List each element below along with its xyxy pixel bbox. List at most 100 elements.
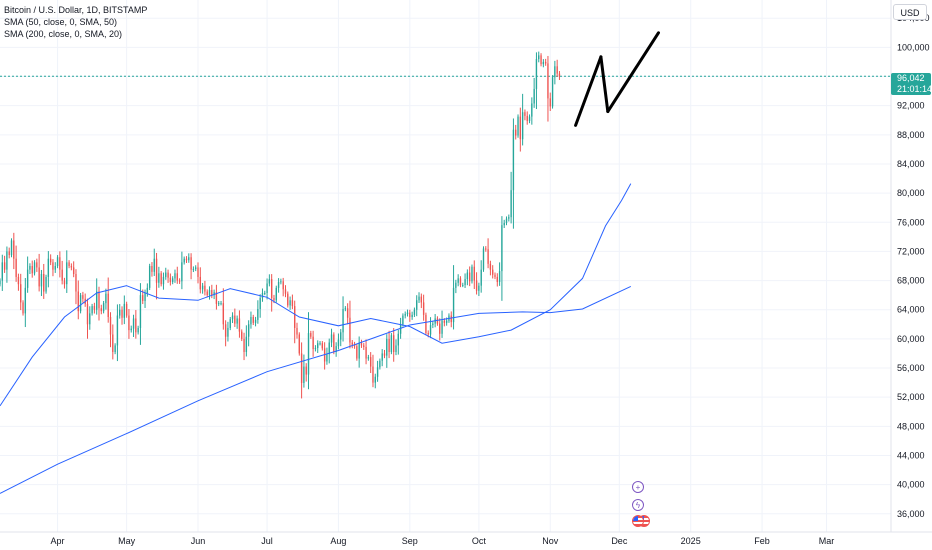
candle-body	[317, 343, 319, 348]
candle-body	[148, 266, 151, 288]
candle-body	[220, 303, 222, 305]
lightning-event-icon[interactable]: ϟ	[632, 499, 644, 511]
candle-body	[107, 293, 109, 318]
candle-body	[482, 248, 485, 270]
candle-body	[549, 98, 551, 107]
candle-body	[116, 315, 119, 346]
y-tick-label: 80,000	[897, 188, 925, 198]
us-flag-event-icon[interactable]	[632, 515, 644, 527]
candle-body	[153, 258, 155, 272]
candle-body	[521, 112, 524, 140]
candle-body	[395, 345, 397, 352]
candle-body	[335, 346, 337, 352]
candle-body	[312, 336, 314, 350]
candle-body	[480, 269, 482, 286]
symbol-title[interactable]: Bitcoin / U.S. Dollar, 1D, BITSTAMP	[4, 5, 148, 15]
sma200-legend[interactable]: SMA (200, close, 0, SMA, 20)	[4, 29, 123, 39]
candle-body	[102, 303, 105, 312]
candle-body	[128, 315, 130, 331]
candle-body	[319, 343, 321, 345]
candle-body	[505, 218, 508, 224]
candle-body	[68, 262, 70, 266]
candle-body	[264, 292, 266, 294]
candle-body	[96, 291, 98, 310]
x-tick-label: Jun	[191, 536, 206, 546]
candle-body	[36, 262, 38, 268]
candle-body	[75, 274, 77, 292]
x-tick-label: Dec	[611, 536, 628, 546]
candle-body	[155, 258, 158, 283]
candle-body	[268, 279, 271, 284]
trendline[interactable]	[599, 55, 610, 114]
y-tick-label: 64,000	[897, 305, 925, 315]
candle-body	[158, 273, 160, 283]
candle-body	[130, 328, 132, 331]
sma-50-line	[0, 183, 632, 407]
time-scale[interactable]: Apr May Jun Jul Aug Sep Oct Nov Dec 2025 Feb Mar	[51, 536, 835, 546]
x-tick-label: Jul	[261, 536, 273, 546]
candle-body	[13, 240, 15, 259]
y-tick-label: 52,000	[897, 392, 925, 402]
candle-body	[3, 262, 6, 270]
candle-body	[360, 343, 363, 346]
plus-event-icon[interactable]: +	[632, 481, 644, 493]
trendline[interactable]	[606, 31, 660, 114]
candle-body	[40, 274, 43, 287]
y-tick-label: 60,000	[897, 334, 925, 344]
y-tick-label: 36,000	[897, 509, 925, 519]
candle-body	[399, 324, 402, 334]
candle-body	[277, 282, 280, 288]
candle-body	[63, 280, 66, 285]
candle-body	[24, 287, 27, 314]
candle-body	[328, 342, 330, 355]
candle-body	[72, 267, 75, 275]
candle-body	[61, 269, 63, 281]
candle-body	[397, 333, 399, 346]
sma50-legend[interactable]: SMA (50, close, 0, SMA, 50)	[4, 17, 118, 27]
candle-body	[165, 272, 167, 277]
candle-body	[291, 300, 294, 307]
candle-body	[139, 295, 142, 328]
candle-body	[540, 55, 542, 65]
candle-body	[123, 303, 126, 318]
candle-body	[79, 295, 82, 312]
candle-body	[105, 293, 107, 304]
candle-body	[178, 280, 181, 282]
candle-body	[466, 272, 469, 280]
candle-body	[227, 327, 229, 337]
trendlines[interactable]	[574, 31, 660, 127]
candle-body	[418, 296, 420, 301]
candle-body	[452, 287, 455, 323]
candle-body	[98, 291, 100, 309]
candle-body	[510, 190, 512, 218]
candle-body	[512, 129, 515, 191]
candle-body	[119, 309, 121, 316]
candle-body	[112, 334, 114, 352]
candle-body	[10, 240, 13, 256]
candle-body	[294, 306, 296, 328]
candle-body	[519, 116, 522, 140]
candle-body	[142, 295, 144, 301]
currency-button[interactable]: USD	[893, 4, 927, 20]
candle-body	[215, 292, 218, 304]
trendline[interactable]	[574, 55, 603, 127]
candle-body	[234, 315, 236, 324]
candle-body	[478, 285, 480, 291]
candle-body	[289, 300, 291, 306]
candle-body	[353, 344, 356, 347]
candle-body	[416, 300, 418, 310]
candle-body	[422, 302, 425, 315]
candle-body	[457, 278, 459, 283]
candle-body	[204, 285, 206, 292]
flag-canton	[633, 516, 638, 521]
candle-body	[52, 262, 54, 270]
candle-body	[47, 258, 50, 277]
candle-body	[381, 353, 383, 361]
candle-body	[298, 334, 300, 354]
candle-body	[367, 357, 370, 359]
y-tick-label: 100,000	[897, 42, 930, 52]
candle-body	[496, 276, 498, 283]
candle-body	[492, 269, 494, 275]
candle-body	[508, 217, 510, 219]
